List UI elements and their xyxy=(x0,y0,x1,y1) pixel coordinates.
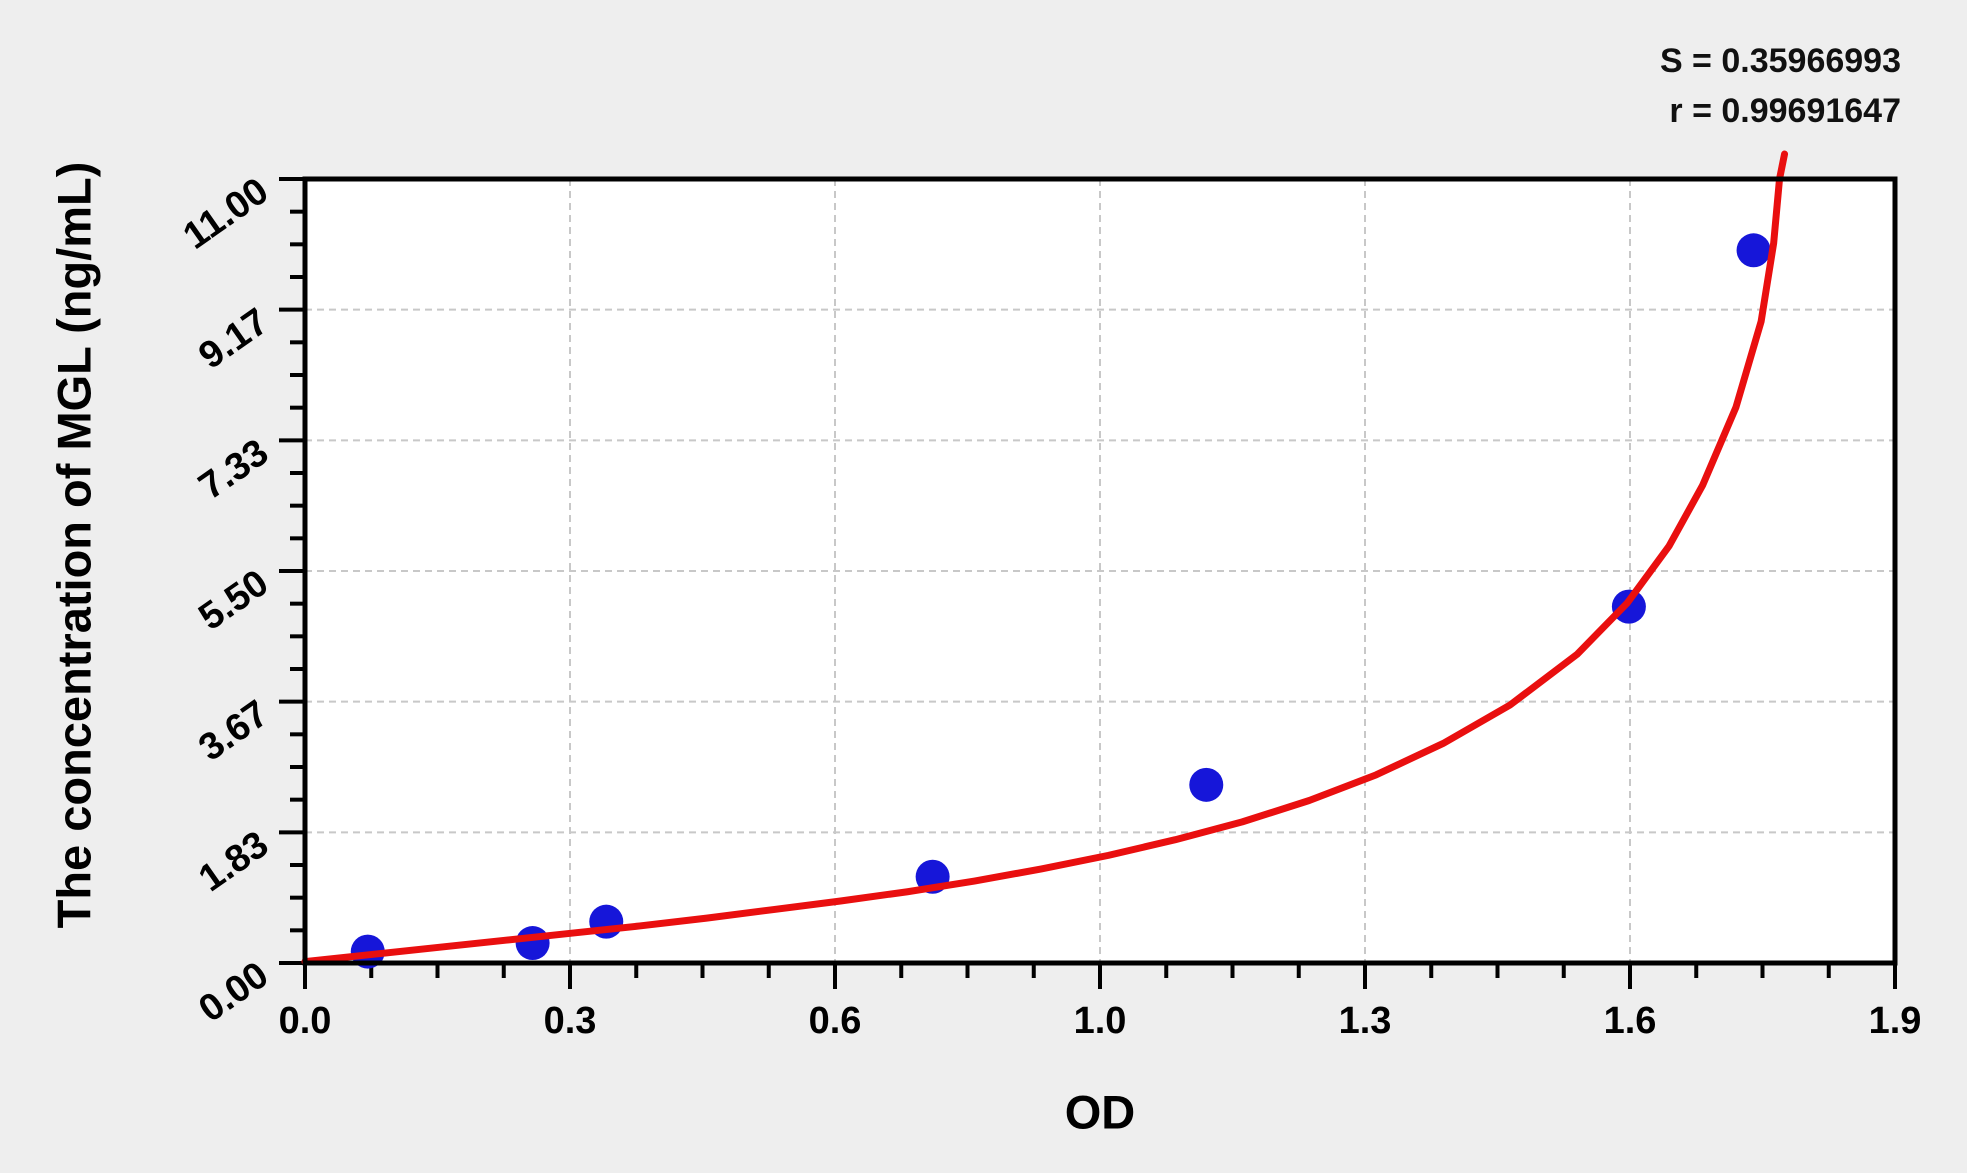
y-tick-label: 0.00 xyxy=(191,954,276,1031)
y-tick-label: 7.33 xyxy=(191,431,276,508)
y-tick-label: 5.50 xyxy=(191,562,276,639)
plot-border xyxy=(302,176,1898,966)
x-axis-title: OD xyxy=(1064,1085,1136,1139)
stat-s-value: S = 0.35966993 xyxy=(1659,42,1901,80)
x-tick-label: 1.3 xyxy=(1339,1000,1392,1042)
regression-stats: S = 0.35966993 r = 0.99691647 xyxy=(1660,36,1901,136)
stat-r-value: r = 0.99691647 xyxy=(1669,92,1901,130)
standard-data-point xyxy=(1611,589,1646,624)
x-tick-label: 1.9 xyxy=(1869,1000,1922,1042)
standard-data-point xyxy=(515,926,550,961)
x-tick-label: 1.0 xyxy=(1074,1000,1127,1042)
x-tick-label: 0.6 xyxy=(809,1000,862,1042)
y-tick-label: 3.67 xyxy=(191,693,276,770)
standard-data-point xyxy=(1189,767,1224,802)
y-axis-title: The concentration of MGL (ng/mL) xyxy=(47,161,101,929)
x-tick-label: 0.0 xyxy=(279,1000,332,1042)
x-tick-label: 0.3 xyxy=(544,1000,597,1042)
x-tick-label: 1.6 xyxy=(1604,1000,1657,1042)
y-tick-label: 9.17 xyxy=(191,301,276,378)
y-tick-label: 1.83 xyxy=(191,823,276,900)
y-tick-label: 11.00 xyxy=(176,170,276,258)
fitted-curve xyxy=(301,150,1789,966)
standard-data-point xyxy=(1736,233,1771,268)
